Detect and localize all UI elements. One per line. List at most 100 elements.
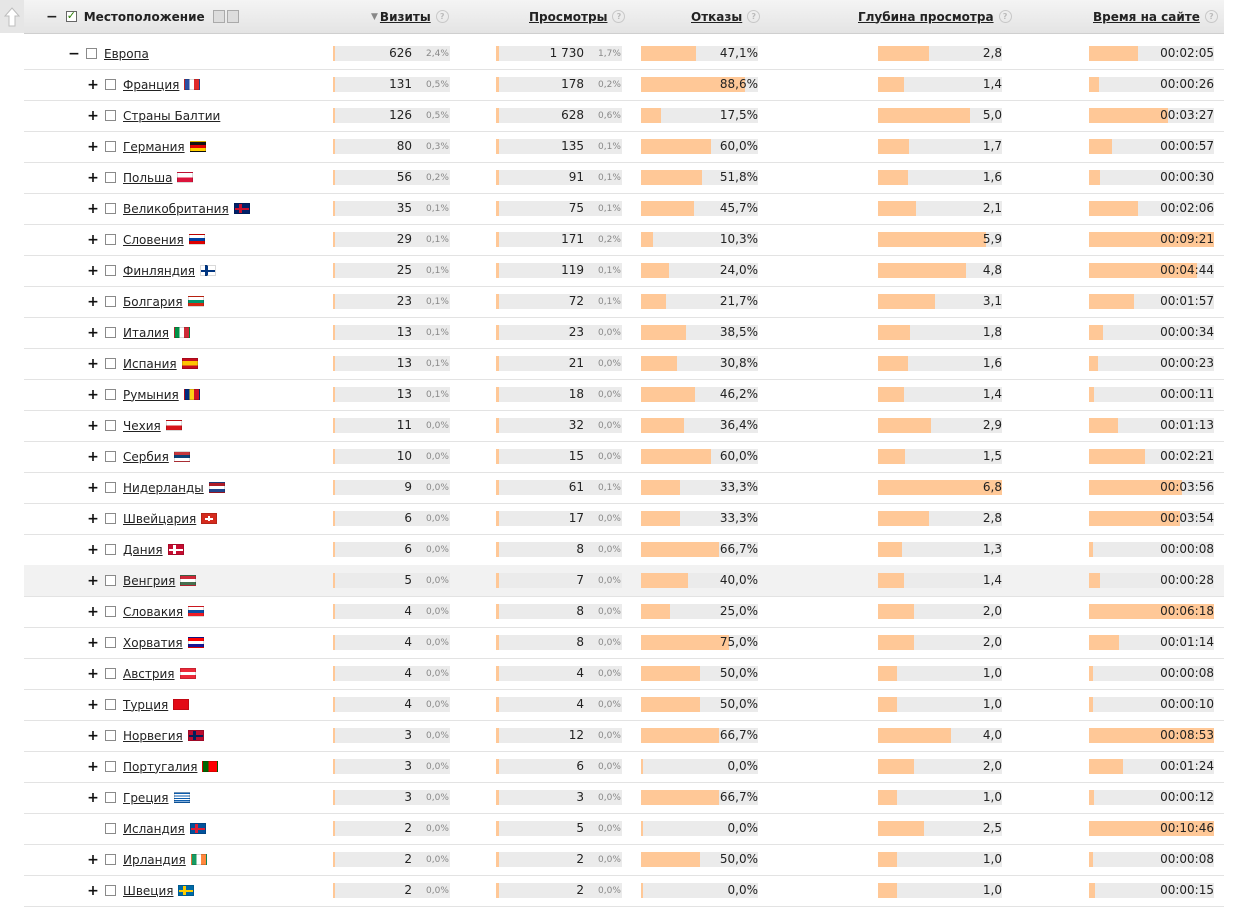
row-checkbox[interactable] [105, 451, 116, 462]
row-checkbox[interactable] [105, 482, 116, 493]
views-header-link[interactable]: Просмотры [529, 9, 608, 24]
row-checkbox[interactable] [105, 854, 116, 865]
expand-icon[interactable]: + [87, 324, 99, 341]
select-all-checkbox[interactable] [65, 9, 77, 22]
row-checkbox[interactable] [105, 296, 116, 307]
location-name-link[interactable]: Болгария [123, 294, 183, 309]
expand-icon[interactable]: + [87, 696, 99, 713]
help-icon[interactable]: ? [435, 10, 449, 23]
table-row[interactable]: + Ирландия 2 0,0% 2 0,0% 50,0% 1,0 00:00:08 [24, 844, 1224, 876]
location-name-link[interactable]: Турция [123, 697, 169, 712]
expand-icon[interactable]: + [87, 882, 99, 899]
row-checkbox[interactable] [105, 172, 116, 183]
expand-icon[interactable]: + [87, 851, 99, 868]
expand-icon[interactable]: + [87, 293, 99, 310]
location-name-link[interactable]: Великобритания [123, 201, 229, 216]
table-row[interactable]: + Венгрия 5 0,0% 7 0,0% 40,0% 1,4 00:00:28 [24, 565, 1224, 597]
expand-icon[interactable]: + [87, 665, 99, 682]
table-row[interactable]: + Болгария 23 0,1% 72 0,1% 21,7% 3,1 00:01:57 [24, 286, 1224, 318]
list-view-icon[interactable] [226, 10, 239, 23]
table-row[interactable]: + Словакия 4 0,0% 8 0,0% 25,0% 2,0 00:06:18 [24, 596, 1224, 628]
location-name-link[interactable]: Италия [123, 325, 170, 340]
table-row[interactable]: + Испания 13 0,1% 21 0,0% 30,8% 1,6 00:00:23 [24, 348, 1224, 380]
location-name-link[interactable]: Германия [123, 139, 185, 154]
help-icon[interactable]: ? [747, 10, 761, 23]
row-checkbox[interactable] [105, 110, 116, 121]
location-name-link[interactable]: Австрия [123, 666, 175, 681]
expand-icon[interactable]: + [87, 634, 99, 651]
expand-icon[interactable]: + [87, 138, 99, 155]
location-name-link[interactable]: Ирландия [123, 852, 186, 867]
table-row[interactable]: + Великобритания 35 0,1% 75 0,1% 45,7% 2,1 00:02… [24, 193, 1224, 225]
expand-icon[interactable]: + [87, 510, 99, 527]
collapse-all-icon[interactable]: − [46, 8, 58, 25]
table-row[interactable]: + Франция 131 0,5% 178 0,2% 88,6% 1,4 00:00:26 [24, 69, 1224, 101]
location-name-link[interactable]: Словения [123, 232, 184, 247]
expand-icon[interactable]: + [87, 448, 99, 465]
location-name-link[interactable]: Словакия [123, 604, 184, 619]
table-row[interactable]: + Норвегия 3 0,0% 12 0,0% 66,7% 4,0 00:08:53 [24, 720, 1224, 752]
table-row[interactable]: + Португалия 3 0,0% 6 0,0% 0,0% 2,0 00:01:24 [24, 751, 1224, 783]
table-row[interactable]: + Финляндия 25 0,1% 119 0,1% 24,0% 4,8 00:04:44 [24, 255, 1224, 287]
location-name-link[interactable]: Швейцария [123, 511, 197, 526]
expand-icon[interactable]: + [87, 479, 99, 496]
location-name-link[interactable]: Франция [123, 77, 180, 92]
row-checkbox[interactable] [105, 606, 116, 617]
row-checkbox[interactable] [105, 141, 116, 152]
row-checkbox[interactable] [105, 823, 116, 834]
location-name-link[interactable]: Исландия [123, 821, 185, 836]
expand-icon[interactable]: + [87, 76, 99, 93]
row-checkbox[interactable] [105, 203, 116, 214]
expand-icon[interactable]: + [87, 169, 99, 186]
tree-view-icon[interactable] [212, 10, 225, 23]
visits-header-link[interactable]: Визиты [379, 9, 431, 24]
table-row[interactable]: + Чехия 11 0,0% 32 0,0% 36,4% 2,9 00:01:13 [24, 410, 1224, 442]
row-checkbox[interactable] [105, 575, 116, 586]
row-checkbox[interactable] [105, 637, 116, 648]
table-row[interactable]: + Румыния 13 0,1% 18 0,0% 46,2% 1,4 00:00:11 [24, 379, 1224, 411]
expand-icon[interactable]: + [87, 572, 99, 589]
table-row[interactable]: + Турция 4 0,0% 4 0,0% 50,0% 1,0 00:00:10 [24, 689, 1224, 721]
row-checkbox[interactable] [105, 668, 116, 679]
table-row[interactable]: + Швейцария 6 0,0% 17 0,0% 33,3% 2,8 00:03:54 [24, 503, 1224, 535]
table-row[interactable]: + Сербия 10 0,0% 15 0,0% 60,0% 1,5 00:02:21 [24, 441, 1224, 473]
location-name-link[interactable]: Европа [104, 46, 149, 61]
table-row[interactable]: + Хорватия 4 0,0% 8 0,0% 75,0% 2,0 00:01:14 [24, 627, 1224, 659]
expand-icon[interactable]: + [87, 727, 99, 744]
expand-icon[interactable]: + [87, 355, 99, 372]
row-checkbox[interactable] [86, 48, 97, 59]
expand-icon[interactable]: + [87, 758, 99, 775]
location-name-link[interactable]: Испания [123, 356, 177, 371]
row-checkbox[interactable] [105, 792, 116, 803]
location-name-link[interactable]: Португалия [123, 759, 198, 774]
location-name-link[interactable]: Венгрия [123, 573, 176, 588]
table-row[interactable]: + Германия 80 0,3% 135 0,1% 60,0% 1,7 00:00:57 [24, 131, 1224, 163]
expand-icon[interactable]: + [87, 417, 99, 434]
location-name-link[interactable]: Швеция [123, 883, 174, 898]
expand-icon[interactable]: + [87, 107, 99, 124]
depth-header-link[interactable]: Глубина просмотра [858, 9, 994, 24]
location-name-link[interactable]: Нидерланды [123, 480, 204, 495]
table-row[interactable]: − Европа 626 2,4% 1 730 1,7% 47,1% 2,8 00:02:05 [24, 38, 1224, 70]
bounces-header-link[interactable]: Отказы [691, 9, 743, 24]
location-name-link[interactable]: Хорватия [123, 635, 183, 650]
expand-icon[interactable]: + [87, 789, 99, 806]
row-checkbox[interactable] [105, 265, 116, 276]
expand-icon[interactable]: + [87, 603, 99, 620]
location-name-link[interactable]: Дания [123, 542, 163, 557]
expand-icon[interactable]: + [87, 200, 99, 217]
help-icon[interactable]: ? [1204, 10, 1218, 23]
expand-icon[interactable]: + [87, 262, 99, 279]
table-row[interactable]: + Польша 56 0,2% 91 0,1% 51,8% 1,6 00:00:30 [24, 162, 1224, 194]
row-checkbox[interactable] [105, 420, 116, 431]
row-checkbox[interactable] [105, 885, 116, 896]
row-checkbox[interactable] [105, 389, 116, 400]
table-row[interactable]: + Италия 13 0,1% 23 0,0% 38,5% 1,8 00:00:34 [24, 317, 1224, 349]
location-name-link[interactable]: Финляндия [123, 263, 196, 278]
row-checkbox[interactable] [105, 358, 116, 369]
table-row[interactable]: + Греция 3 0,0% 3 0,0% 66,7% 1,0 00:00:12 [24, 782, 1224, 814]
help-icon[interactable]: ? [612, 10, 626, 23]
expand-icon[interactable]: + [87, 386, 99, 403]
row-checkbox[interactable] [105, 730, 116, 741]
table-row[interactable]: + Словения 29 0,1% 171 0,2% 10,3% 5,9 00:09:21 [24, 224, 1224, 256]
